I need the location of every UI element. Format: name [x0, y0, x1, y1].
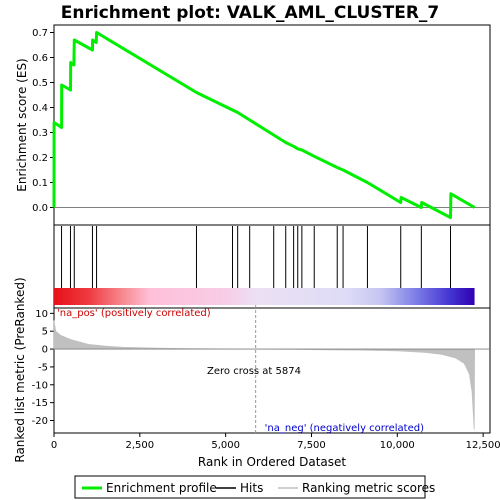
metric-y-tick-label: -10 — [32, 380, 48, 391]
x-tick-label: 10,000 — [380, 440, 415, 451]
es-y-tick-label: 0.5 — [32, 78, 48, 89]
es-y-tick-label: 0.0 — [32, 203, 48, 214]
x-tick-label: 12,500 — [466, 440, 500, 451]
x-tick-label: 5,000 — [211, 440, 240, 451]
metric-y-tick-label: -20 — [32, 416, 48, 427]
x-tick-label: 0 — [51, 440, 57, 451]
es-panel: 0.0 0.1 0.2 0.3 0.4 0.5 0.6 0.7 — [32, 28, 490, 219]
rank-bar-fill — [54, 288, 475, 305]
neg-correlated-label: 'na_neg' (negatively correlated) — [265, 423, 424, 434]
es-y-tick-label: 0.1 — [32, 178, 48, 189]
chart-title: Enrichment plot: VALK_AML_CLUSTER_7 — [61, 3, 439, 23]
metric-y-tick-label: -5 — [38, 362, 48, 373]
es-y-tick-label: 0.4 — [32, 103, 48, 114]
rank-color-bar — [54, 288, 475, 305]
enrichment-profile-line — [52, 31, 476, 219]
legend: Enrichment profile Hits Ranking metric s… — [74, 475, 435, 499]
hits-panel — [61, 226, 452, 288]
legend-hits-label: Hits — [240, 481, 263, 495]
metric-y-tick-label: -15 — [32, 398, 48, 409]
legend-box — [74, 475, 426, 499]
x-tick-label: 2,500 — [126, 440, 155, 451]
metric-panel: 10 5 0 -5 -10 -15 -20 0 2,500 5,000 7,500 10,000 12,… — [32, 305, 500, 451]
metric-y-tick-label: 5 — [42, 327, 48, 338]
metric-panel-frame — [53, 307, 491, 434]
x-axis-label: Rank in Ordered Dataset — [198, 455, 346, 469]
zero-cross-label: Zero cross at 5874 — [207, 366, 301, 377]
es-y-tick-label: 0.7 — [32, 28, 48, 39]
es-y-tick-label: 0.6 — [32, 53, 48, 64]
metric-y-tick-label: 0 — [42, 345, 48, 356]
es-y-tick-label: 0.2 — [32, 153, 48, 164]
legend-metric-label: Ranking metric scores — [302, 481, 435, 495]
x-tick-label: 7,500 — [297, 440, 326, 451]
es-y-axis-label: Enrichment score (ES) — [15, 58, 29, 191]
metric-y-axis-label: Ranked list metric (PreRanked) — [13, 277, 27, 462]
legend-enrichment-label: Enrichment profile — [106, 481, 217, 495]
pos-correlated-label: 'na_pos' (positively correlated) — [57, 308, 211, 319]
metric-y-tick-label: 10 — [35, 309, 48, 320]
es-panel-frame — [53, 24, 491, 226]
es-y-tick-label: 0.3 — [32, 128, 48, 139]
